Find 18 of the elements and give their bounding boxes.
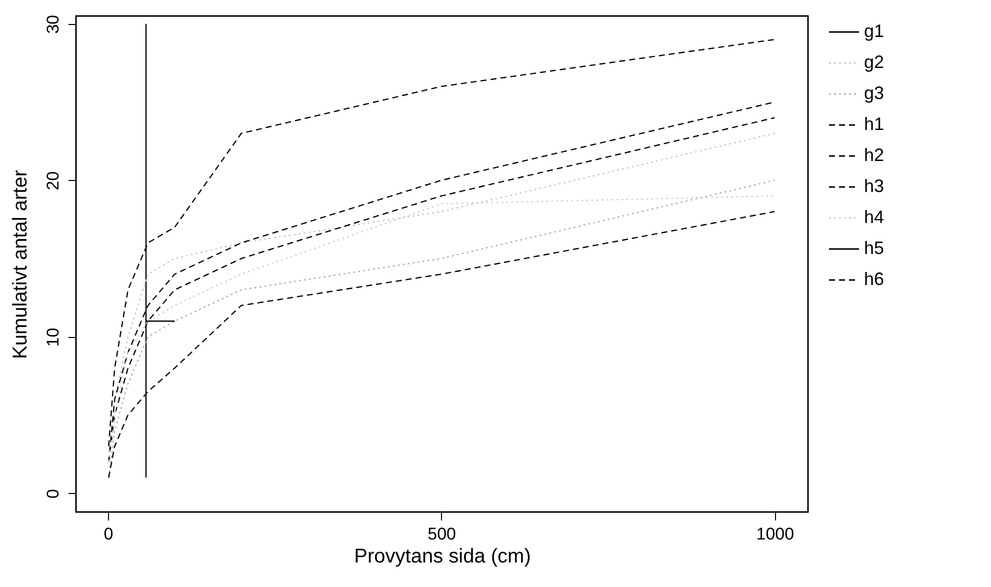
legend-label: g1 — [864, 21, 884, 41]
legend-label: h6 — [864, 269, 884, 289]
y-tick-label: 30 — [44, 14, 62, 34]
legend-label: g3 — [864, 83, 884, 103]
y-axis-title: Kumulativt antal arter — [10, 170, 32, 359]
legend-label: h3 — [864, 176, 884, 196]
legend-label: h1 — [864, 114, 884, 134]
x-tick-label: 0 — [104, 524, 114, 544]
legend-label: h2 — [864, 145, 884, 165]
y-tick-label: 0 — [44, 488, 62, 498]
y-tick-label: 10 — [44, 328, 62, 347]
x-tick-label: 1000 — [756, 524, 794, 544]
x-tick-label: 500 — [428, 524, 456, 544]
legend-label: g2 — [864, 52, 884, 72]
y-tick-label: 20 — [44, 171, 62, 190]
legend-label: h5 — [864, 238, 884, 258]
legend-label: h4 — [864, 207, 884, 227]
x-axis-title: Provytans sida (cm) — [354, 546, 531, 568]
